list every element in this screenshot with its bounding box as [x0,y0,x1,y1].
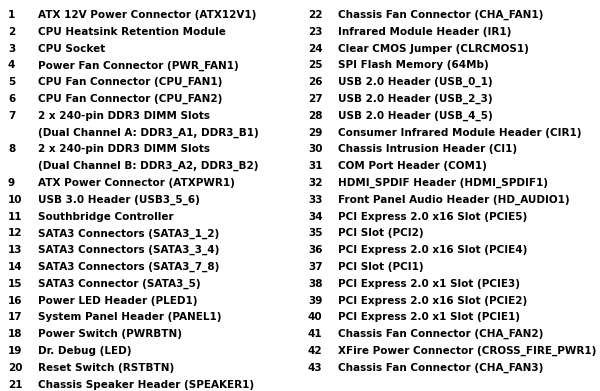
Text: 23: 23 [308,27,323,37]
Text: 18: 18 [8,329,23,339]
Text: 37: 37 [308,262,323,272]
Text: HDMI_SPDIF Header (HDMI_SPDIF1): HDMI_SPDIF Header (HDMI_SPDIF1) [338,178,548,188]
Text: 7: 7 [8,111,16,121]
Text: 38: 38 [308,279,323,289]
Text: Clear CMOS Jumper (CLRCMOS1): Clear CMOS Jumper (CLRCMOS1) [338,44,529,54]
Text: CPU Fan Connector (CPU_FAN1): CPU Fan Connector (CPU_FAN1) [38,77,223,88]
Text: 41: 41 [308,329,323,339]
Text: 21: 21 [8,380,23,389]
Text: 19: 19 [8,346,22,356]
Text: Dr. Debug (LED): Dr. Debug (LED) [38,346,131,356]
Text: 6: 6 [8,94,15,104]
Text: 12: 12 [8,228,23,239]
Text: PCI Express 2.0 x1 Slot (PCIE1): PCI Express 2.0 x1 Slot (PCIE1) [338,312,520,323]
Text: 4: 4 [8,60,16,70]
Text: 43: 43 [308,363,323,373]
Text: PCI Express 2.0 x16 Slot (PCIE5): PCI Express 2.0 x16 Slot (PCIE5) [338,212,527,222]
Text: USB 2.0 Header (USB_4_5): USB 2.0 Header (USB_4_5) [338,111,493,121]
Text: PCI Slot (PCI2): PCI Slot (PCI2) [338,228,424,239]
Text: 40: 40 [308,312,323,323]
Text: COM Port Header (COM1): COM Port Header (COM1) [338,161,487,171]
Text: PCI Express 2.0 x16 Slot (PCIE2): PCI Express 2.0 x16 Slot (PCIE2) [338,296,527,306]
Text: SATA3 Connector (SATA3_5): SATA3 Connector (SATA3_5) [38,279,200,289]
Text: Chassis Intrusion Header (CI1): Chassis Intrusion Header (CI1) [338,144,517,154]
Text: 34: 34 [308,212,323,222]
Text: Chassis Fan Connector (CHA_FAN3): Chassis Fan Connector (CHA_FAN3) [338,363,544,373]
Text: USB 3.0 Header (USB3_5_6): USB 3.0 Header (USB3_5_6) [38,195,200,205]
Text: Power Fan Connector (PWR_FAN1): Power Fan Connector (PWR_FAN1) [38,60,239,71]
Text: ATX Power Connector (ATXPWR1): ATX Power Connector (ATXPWR1) [38,178,235,188]
Text: 5: 5 [8,77,15,87]
Text: 24: 24 [308,44,323,54]
Text: CPU Fan Connector (CPU_FAN2): CPU Fan Connector (CPU_FAN2) [38,94,223,104]
Text: 39: 39 [308,296,322,306]
Text: 36: 36 [308,245,323,255]
Text: 9: 9 [8,178,15,188]
Text: 32: 32 [308,178,323,188]
Text: 2: 2 [8,27,15,37]
Text: Consumer Infrared Module Header (CIR1): Consumer Infrared Module Header (CIR1) [338,127,581,138]
Text: Power Switch (PWRBTN): Power Switch (PWRBTN) [38,329,182,339]
Text: 11: 11 [8,212,23,222]
Text: USB 2.0 Header (USB_0_1): USB 2.0 Header (USB_0_1) [338,77,493,88]
Text: 29: 29 [308,127,322,138]
Text: 31: 31 [308,161,323,171]
Text: Southbridge Controller: Southbridge Controller [38,212,173,222]
Text: 8: 8 [8,144,15,154]
Text: 16: 16 [8,296,23,306]
Text: (Dual Channel A: DDR3_A1, DDR3_B1): (Dual Channel A: DDR3_A1, DDR3_B1) [38,127,259,138]
Text: 42: 42 [308,346,323,356]
Text: 35: 35 [308,228,323,239]
Text: 2 x 240-pin DDR3 DIMM Slots: 2 x 240-pin DDR3 DIMM Slots [38,111,210,121]
Text: 14: 14 [8,262,23,272]
Text: SATA3 Connectors (SATA3_1_2): SATA3 Connectors (SATA3_1_2) [38,228,219,239]
Text: 17: 17 [8,312,23,323]
Text: SATA3 Connectors (SATA3_7_8): SATA3 Connectors (SATA3_7_8) [38,262,220,272]
Text: Chassis Speaker Header (SPEAKER1): Chassis Speaker Header (SPEAKER1) [38,380,254,389]
Text: 25: 25 [308,60,323,70]
Text: 10: 10 [8,195,23,205]
Text: (Dual Channel B: DDR3_A2, DDR3_B2): (Dual Channel B: DDR3_A2, DDR3_B2) [38,161,259,172]
Text: System Panel Header (PANEL1): System Panel Header (PANEL1) [38,312,221,323]
Text: Infrared Module Header (IR1): Infrared Module Header (IR1) [338,27,511,37]
Text: 28: 28 [308,111,323,121]
Text: 20: 20 [8,363,23,373]
Text: CPU Heatsink Retention Module: CPU Heatsink Retention Module [38,27,226,37]
Text: USB 2.0 Header (USB_2_3): USB 2.0 Header (USB_2_3) [338,94,493,104]
Text: PCI Express 2.0 x1 Slot (PCIE3): PCI Express 2.0 x1 Slot (PCIE3) [338,279,520,289]
Text: Chassis Fan Connector (CHA_FAN1): Chassis Fan Connector (CHA_FAN1) [338,10,544,20]
Text: PCI Slot (PCI1): PCI Slot (PCI1) [338,262,424,272]
Text: 30: 30 [308,144,323,154]
Text: Chassis Fan Connector (CHA_FAN2): Chassis Fan Connector (CHA_FAN2) [338,329,544,339]
Text: SATA3 Connectors (SATA3_3_4): SATA3 Connectors (SATA3_3_4) [38,245,220,255]
Text: Power LED Header (PLED1): Power LED Header (PLED1) [38,296,197,306]
Text: Reset Switch (RSTBTN): Reset Switch (RSTBTN) [38,363,174,373]
Text: ATX 12V Power Connector (ATX12V1): ATX 12V Power Connector (ATX12V1) [38,10,256,20]
Text: XFire Power Connector (CROSS_FIRE_PWR1): XFire Power Connector (CROSS_FIRE_PWR1) [338,346,596,356]
Text: CPU Socket: CPU Socket [38,44,105,54]
Text: 15: 15 [8,279,23,289]
Text: 13: 13 [8,245,23,255]
Text: 22: 22 [308,10,323,20]
Text: 2 x 240-pin DDR3 DIMM Slots: 2 x 240-pin DDR3 DIMM Slots [38,144,210,154]
Text: 3: 3 [8,44,15,54]
Text: 26: 26 [308,77,323,87]
Text: PCI Express 2.0 x16 Slot (PCIE4): PCI Express 2.0 x16 Slot (PCIE4) [338,245,527,255]
Text: 27: 27 [308,94,323,104]
Text: 33: 33 [308,195,323,205]
Text: Front Panel Audio Header (HD_AUDIO1): Front Panel Audio Header (HD_AUDIO1) [338,195,569,205]
Text: 1: 1 [8,10,15,20]
Text: SPI Flash Memory (64Mb): SPI Flash Memory (64Mb) [338,60,489,70]
